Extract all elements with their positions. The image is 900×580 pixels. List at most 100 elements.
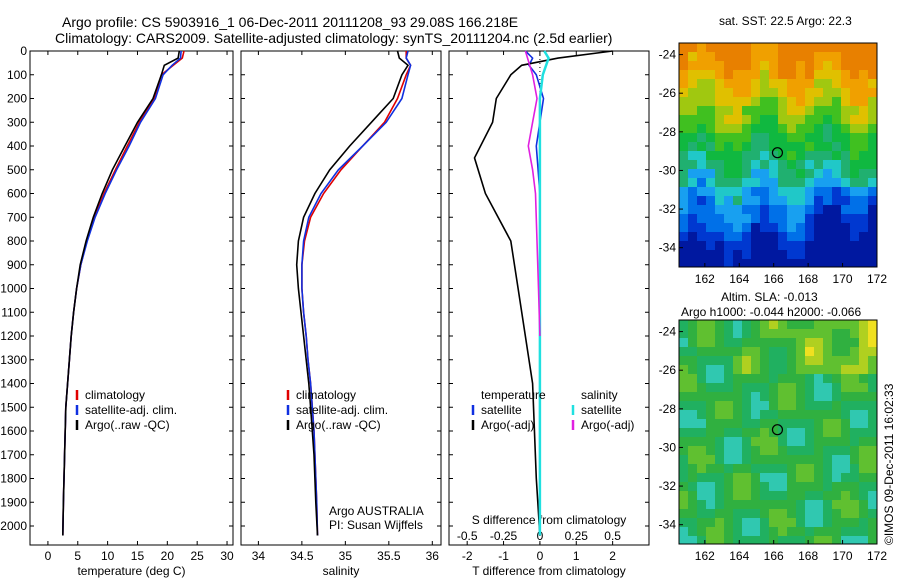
legend-entry: satellite-adj. clim. xyxy=(296,403,388,417)
panel-annotation: Argo AUSTRALIA xyxy=(329,504,424,518)
heatmap-cell xyxy=(679,43,689,53)
heatmap-cell xyxy=(850,187,860,197)
heatmap-cell xyxy=(823,482,833,492)
heatmap-cell xyxy=(850,518,860,528)
heatmap-cell xyxy=(796,115,806,125)
heatmap-cell xyxy=(832,133,842,143)
heatmap-cell xyxy=(796,509,806,519)
heatmap-cell xyxy=(787,329,797,339)
heatmap-cell xyxy=(733,446,743,456)
heatmap-cell xyxy=(679,491,689,501)
heatmap-cell xyxy=(679,106,689,116)
heatmap-cell xyxy=(859,320,869,330)
heatmap-cell xyxy=(796,232,806,242)
heatmap-cell xyxy=(724,455,734,465)
heatmap-cell xyxy=(760,88,770,98)
heatmap-cell xyxy=(841,43,851,53)
heatmap-cell xyxy=(859,178,869,188)
heatmap-cell xyxy=(841,356,851,366)
heatmap-cell xyxy=(850,250,860,260)
heatmap-cell xyxy=(679,52,689,62)
heatmap-cell xyxy=(706,115,716,125)
heatmap-cell xyxy=(850,259,860,267)
heatmap-cell xyxy=(715,61,725,71)
heatmap-cell xyxy=(814,527,824,537)
heatmap-cell xyxy=(778,356,788,366)
heatmap-cell xyxy=(715,482,725,492)
heatmap-cell xyxy=(823,401,833,411)
x-tick-label: 0 xyxy=(45,549,52,563)
heatmap-cell xyxy=(688,43,698,53)
heatmap-cell xyxy=(796,187,806,197)
heatmap-cell xyxy=(778,250,788,260)
heatmap-cell xyxy=(751,509,761,519)
heatmap-cell xyxy=(760,419,770,429)
heatmap-cell xyxy=(742,205,752,215)
heatmap-cell xyxy=(805,223,815,233)
heatmap-cell xyxy=(697,320,707,330)
temperature-panel: 0 5 10 15 20 25 30 temperature (deg C) 0 100 200 30… xyxy=(0,44,234,578)
heatmap-cell xyxy=(724,70,734,80)
heatmap-cell xyxy=(841,338,851,348)
heatmap-cell xyxy=(850,536,860,544)
heatmap-cell xyxy=(742,178,752,188)
heatmap-cell xyxy=(832,223,842,233)
heatmap-cell xyxy=(742,419,752,429)
heatmap-cell xyxy=(796,223,806,233)
heatmap-cell xyxy=(760,356,770,366)
heatmap-cell xyxy=(724,160,734,170)
heatmap-cell xyxy=(832,250,842,260)
heatmap-cell xyxy=(688,142,698,152)
heatmap-cell xyxy=(841,196,851,206)
heatmap-cell xyxy=(751,374,761,384)
heatmap-cell xyxy=(850,509,860,519)
heatmap-cell xyxy=(733,374,743,384)
heatmap-cell xyxy=(742,383,752,393)
heatmap-cell xyxy=(715,88,725,98)
heatmap-cell xyxy=(751,518,761,528)
heatmap-cell xyxy=(850,79,860,89)
heatmap-cell xyxy=(778,160,788,170)
heatmap-cell xyxy=(760,151,770,161)
heatmap-cell xyxy=(769,464,779,474)
heatmap-cell xyxy=(859,473,869,483)
heatmap-cell xyxy=(796,79,806,89)
heatmap-cell xyxy=(751,473,761,483)
heatmap-cell xyxy=(679,88,689,98)
heatmap-cell xyxy=(805,214,815,224)
heatmap-cell xyxy=(679,97,689,107)
heatmap-cell xyxy=(832,169,842,179)
heatmap-cell xyxy=(814,196,824,206)
heatmap-cell xyxy=(679,374,689,384)
heatmap-cell xyxy=(868,169,877,179)
heatmap-cell xyxy=(859,70,869,80)
y-tick-label: 400 xyxy=(7,139,27,153)
heatmap-cell xyxy=(850,491,860,501)
heatmap-cell xyxy=(787,61,797,71)
heatmap-cell xyxy=(805,160,815,170)
heatmap-cell xyxy=(715,410,725,420)
heatmap-cell xyxy=(859,124,869,134)
heatmap-cell xyxy=(832,338,842,348)
heatmap-cell xyxy=(814,250,824,260)
heatmap-cell xyxy=(796,169,806,179)
heatmap-cell xyxy=(688,410,698,420)
heatmap-cell xyxy=(814,187,824,197)
heatmap-cell xyxy=(778,428,788,438)
heatmap-cell xyxy=(796,52,806,62)
heatmap-cell xyxy=(706,518,716,528)
heatmap-cell xyxy=(715,509,725,519)
heatmap-cell xyxy=(697,79,707,89)
heatmap-cell xyxy=(679,410,689,420)
legend-entry: Argo(-adj) xyxy=(481,418,534,432)
heatmap-cell xyxy=(859,232,869,242)
heatmap-cell xyxy=(679,455,689,465)
heatmap-cell xyxy=(769,500,779,510)
heatmap-cell xyxy=(724,473,734,483)
heatmap-cell xyxy=(742,70,752,80)
heatmap-cell xyxy=(751,241,761,251)
heatmap-cell xyxy=(823,133,833,143)
heatmap-cell xyxy=(814,374,824,384)
heatmap-cell xyxy=(805,347,815,357)
heatmap-cell xyxy=(787,464,797,474)
